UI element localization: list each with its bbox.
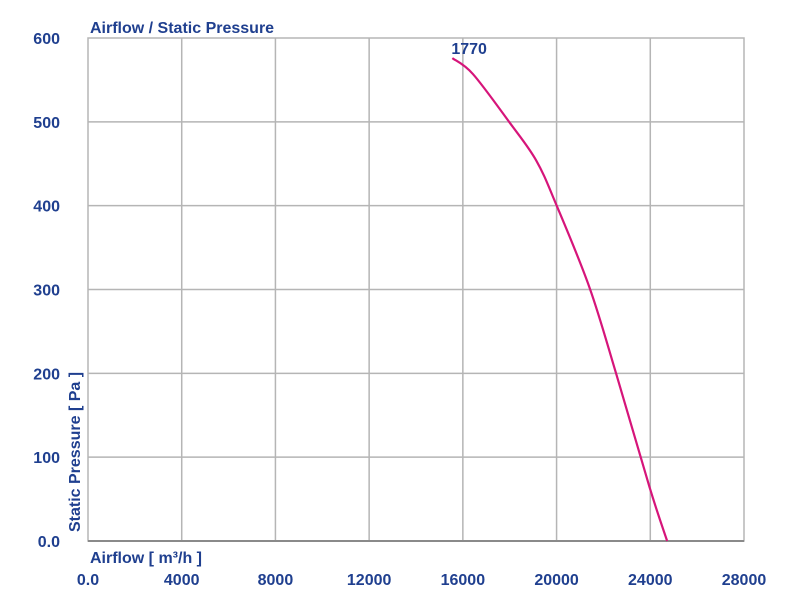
x-tick-label: 16000: [441, 572, 486, 589]
x-tick-label: 12000: [347, 572, 392, 589]
y-tick-label: 500: [33, 115, 60, 132]
y-axis-label: Static Pressure [ Pa ]: [67, 372, 84, 532]
grid: [87, 37, 745, 542]
x-tick-label: 20000: [534, 572, 579, 589]
x-tick-label: 0.0: [77, 572, 99, 589]
y-tick-label: 600: [33, 31, 60, 48]
y-tick-label: 300: [33, 283, 60, 300]
y-tick-label: 100: [33, 450, 60, 467]
chart-title: Airflow / Static Pressure: [90, 20, 274, 37]
y-tick-label: 0.0: [38, 534, 60, 551]
series-layer: 1770: [451, 41, 669, 542]
y-tick-label: 200: [33, 366, 60, 383]
x-axis-label: Airflow [ m³/h ]: [90, 550, 202, 567]
x-tick-label: 4000: [164, 572, 200, 589]
x-tick-label: 28000: [722, 572, 767, 589]
y-tick-label: 400: [33, 199, 60, 216]
tick-labels: 0.0 4000 8000 12000 16000 20000 24000 28000 0.0 1…: [33, 31, 766, 589]
series-line-1770: [451, 57, 669, 542]
x-tick-label: 8000: [258, 572, 294, 589]
series-label: 1770: [451, 41, 487, 58]
x-tick-label: 24000: [628, 572, 673, 589]
